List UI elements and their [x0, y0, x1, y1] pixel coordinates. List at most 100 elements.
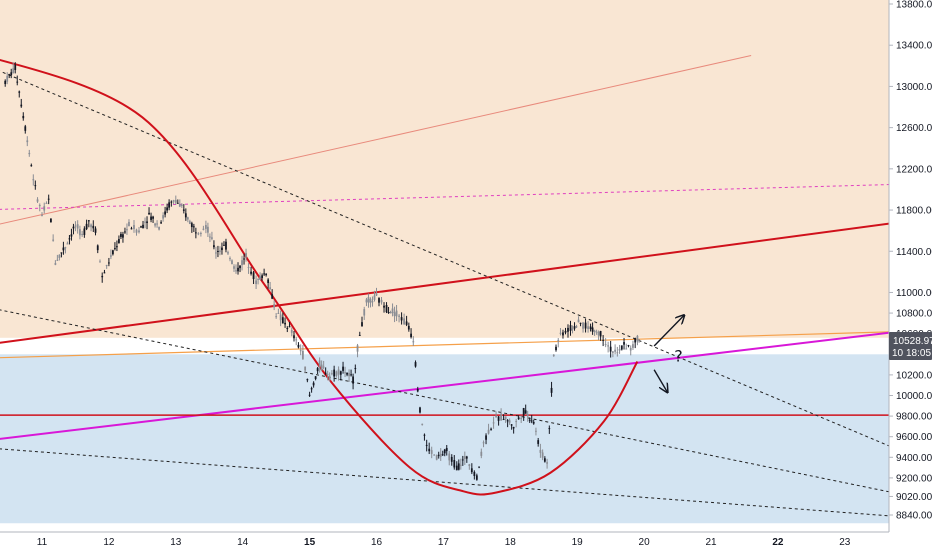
- candle-body: [103, 272, 106, 274]
- candle-body: [522, 408, 525, 415]
- candle-body: [68, 238, 71, 240]
- candle-body: [638, 339, 640, 341]
- candle-body: [186, 217, 189, 220]
- candle-body: [400, 317, 403, 321]
- candle-body: [504, 416, 507, 420]
- candle-body: [593, 330, 596, 333]
- candle-body: [70, 234, 73, 237]
- candle-body: [437, 454, 440, 456]
- time-axis[interactable]: 11 12 13 14 15 16 17 18 19 20 21 22 23: [0, 531, 932, 550]
- y-tick-label: 9800.00: [896, 412, 932, 423]
- y-tick-label: 10800.00: [896, 309, 932, 320]
- candle-body: [557, 340, 560, 342]
- candle-body: [555, 346, 557, 351]
- candle-body: [168, 202, 171, 208]
- candle-body: [122, 234, 124, 238]
- last-price-badge-bg: [889, 331, 932, 360]
- candle-body: [101, 275, 104, 278]
- candle-body: [184, 213, 187, 218]
- candle-body: [64, 247, 67, 249]
- candle-body: [312, 382, 315, 386]
- price-axis[interactable]: 13800.00 13400.00 13000.00 12600.00 12200.00…: [888, 0, 932, 550]
- x-tick-label: 19: [572, 537, 584, 548]
- x-tick-label: 18: [505, 537, 517, 548]
- candle-body: [510, 424, 513, 426]
- trendline-pink-dash: [0, 184, 889, 210]
- price-series-layer: [4, 62, 640, 481]
- arrow-up: [653, 315, 684, 347]
- candle-body: [190, 223, 193, 228]
- candle-body: [199, 232, 202, 234]
- candle-body: [492, 422, 495, 424]
- candle-body: [223, 244, 225, 246]
- candle-body: [352, 376, 354, 384]
- candle-body: [604, 344, 607, 346]
- candle-body: [391, 308, 394, 313]
- candle-body: [265, 274, 268, 276]
- candle-body: [197, 233, 200, 235]
- candle-body: [537, 440, 540, 444]
- candle-body: [52, 239, 55, 241]
- candle-body: [579, 322, 582, 324]
- candle-body: [535, 430, 537, 432]
- candle-body: [178, 204, 181, 207]
- candle-body: [550, 387, 553, 393]
- x-tick-label: 11: [37, 537, 48, 548]
- candle-body: [463, 456, 466, 459]
- candle-body: [506, 420, 509, 422]
- candle-body: [135, 229, 138, 233]
- candle-body: [261, 275, 264, 279]
- candle-body: [591, 327, 594, 332]
- x-tick-label: 16: [371, 537, 383, 548]
- candle-body: [636, 335, 639, 342]
- candle-body: [18, 91, 21, 93]
- candle-body: [595, 331, 598, 333]
- candle-body: [450, 456, 453, 462]
- candle-body: [90, 224, 92, 228]
- candle-body: [470, 468, 473, 473]
- candle-body: [304, 366, 307, 371]
- candle-body: [290, 330, 293, 333]
- candle-body: [172, 200, 175, 202]
- candle-body: [245, 253, 247, 258]
- candle-body: [569, 325, 572, 331]
- candle-body: [152, 216, 154, 219]
- question-annotation: ?: [674, 346, 683, 365]
- candle-body: [375, 293, 378, 296]
- candle-body: [634, 338, 637, 343]
- candle-body: [34, 185, 37, 187]
- candle-body: [47, 198, 50, 200]
- candle-body: [443, 449, 446, 454]
- candle-body: [58, 254, 61, 258]
- candle-body: [564, 330, 567, 333]
- candle-body: [326, 373, 329, 375]
- candle-body: [448, 453, 451, 461]
- candle-body: [314, 376, 317, 379]
- candle-body: [229, 258, 231, 260]
- candle-body: [273, 304, 276, 308]
- lower-zone: [0, 354, 889, 524]
- candle-body: [373, 295, 376, 300]
- candle-body: [354, 368, 357, 370]
- candle-body: [517, 417, 520, 420]
- x-tick-label: 13: [170, 537, 182, 548]
- candle-body: [166, 207, 169, 211]
- candle-body: [94, 228, 97, 233]
- candle-body: [252, 272, 255, 280]
- candle-body: [441, 454, 444, 456]
- candle-body: [130, 228, 133, 230]
- candle-body: [371, 301, 374, 303]
- candle-body: [567, 327, 569, 332]
- candle-body: [416, 388, 419, 392]
- candle-body: [302, 350, 304, 359]
- y-tick-label: 10000.00: [896, 391, 932, 402]
- candle-body: [188, 221, 191, 225]
- candle-body: [403, 318, 405, 325]
- candle-body: [480, 451, 483, 456]
- candle-body: [539, 449, 542, 453]
- candle-body: [221, 247, 223, 251]
- candle-body: [237, 267, 239, 272]
- candle-body: [133, 225, 135, 230]
- candle-body: [180, 204, 183, 207]
